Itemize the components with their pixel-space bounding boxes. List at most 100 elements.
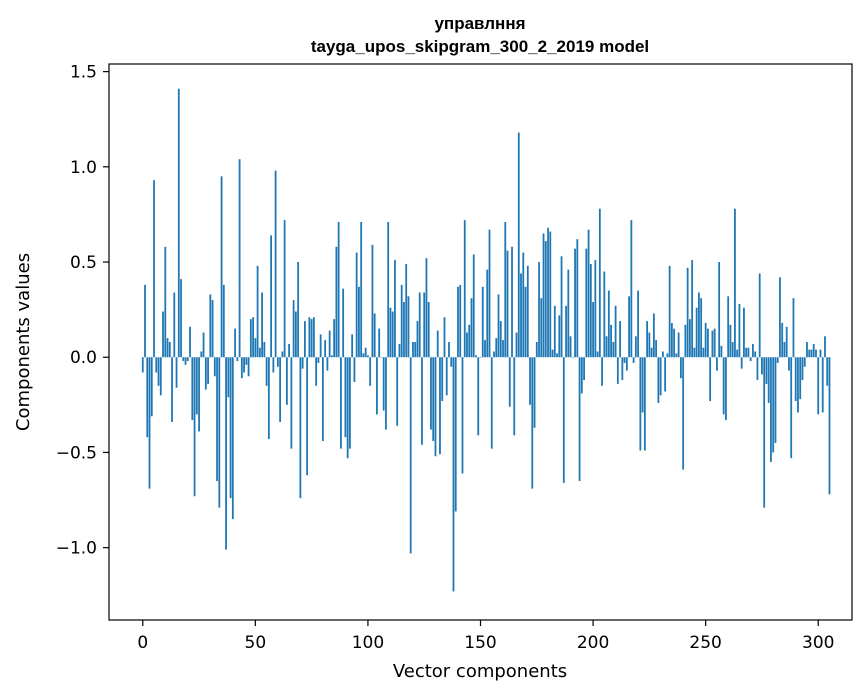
bar: [331, 355, 333, 358]
bar: [216, 357, 218, 481]
bar: [821, 357, 824, 413]
bar: [623, 357, 626, 363]
bar: [362, 353, 365, 358]
bar: [580, 357, 583, 394]
bar: [621, 357, 624, 381]
bar: [666, 353, 669, 358]
bar: [481, 286, 484, 358]
bar: [702, 347, 705, 358]
bar: [529, 357, 531, 405]
bar: [211, 300, 214, 358]
bar: [727, 296, 730, 358]
bar: [283, 220, 286, 358]
bar: [450, 357, 453, 367]
bar: [520, 273, 522, 358]
bar: [743, 307, 745, 358]
bar: [598, 208, 601, 358]
bar: [373, 313, 376, 358]
bar: [328, 330, 331, 358]
bar: [490, 357, 493, 449]
bar: [144, 284, 146, 358]
bar: [191, 357, 194, 421]
bar: [175, 357, 178, 388]
bar: [648, 332, 651, 358]
bar: [540, 298, 543, 358]
bar: [677, 332, 680, 358]
x-tick-label: 200: [577, 633, 609, 653]
bar: [312, 317, 315, 358]
bar: [533, 357, 536, 428]
bar: [650, 347, 653, 358]
bar: [466, 332, 468, 358]
bar: [788, 357, 790, 371]
bar: [427, 302, 430, 358]
bar: [367, 355, 369, 358]
y-axis-ticks: −1.0 −0.5 0.0 0.5 1.0 1.5: [56, 63, 109, 559]
bar: [808, 349, 811, 358]
bar: [508, 357, 511, 407]
bar: [668, 265, 671, 358]
bar: [522, 252, 525, 358]
bar: [828, 357, 831, 495]
bar: [204, 357, 207, 390]
bar: [776, 357, 779, 363]
bar: [425, 258, 428, 358]
bar: [616, 357, 619, 384]
bar: [290, 357, 293, 449]
bar: [265, 357, 268, 386]
bar: [486, 269, 489, 358]
y-axis-label: Components values: [13, 253, 34, 431]
bar: [279, 357, 282, 422]
bar: [569, 336, 572, 358]
chart-title: управлння: [434, 14, 525, 33]
bar: [256, 265, 259, 358]
bar: [596, 351, 599, 358]
bar: [448, 342, 450, 358]
bar: [434, 357, 437, 457]
bar: [317, 357, 320, 363]
bar: [797, 357, 799, 413]
bar: [637, 290, 640, 358]
bar: [148, 357, 151, 489]
bar: [688, 319, 691, 358]
bar: [612, 342, 615, 358]
bar: [587, 229, 590, 358]
bar: [745, 347, 748, 358]
bar: [754, 351, 757, 358]
bar: [799, 357, 802, 400]
bar: [412, 342, 414, 358]
bar: [439, 357, 441, 455]
bar: [707, 328, 709, 358]
bar: [358, 286, 360, 358]
bar: [781, 322, 784, 358]
bar: [369, 357, 372, 386]
bar: [607, 290, 610, 358]
bar: [479, 357, 482, 358]
bar: [562, 357, 565, 483]
bar: [817, 357, 820, 415]
bar: [459, 284, 462, 358]
bar: [301, 357, 304, 369]
bar: [263, 342, 266, 358]
bar: [824, 336, 826, 358]
bar: [634, 336, 637, 358]
bar: [182, 357, 185, 362]
bar: [673, 328, 676, 358]
bar: [220, 176, 223, 358]
bar: [195, 357, 198, 415]
bar: [209, 294, 212, 358]
bar: [686, 267, 689, 358]
bar: [643, 357, 646, 451]
bar: [565, 305, 567, 358]
bar: [601, 357, 603, 386]
bar: [157, 357, 160, 386]
bar: [198, 357, 200, 432]
bar: [535, 342, 538, 358]
bar: [639, 357, 642, 451]
bar: [166, 338, 169, 358]
bar: [240, 357, 243, 379]
bar: [763, 357, 766, 508]
bar: [261, 292, 263, 358]
bar: [207, 357, 209, 384]
